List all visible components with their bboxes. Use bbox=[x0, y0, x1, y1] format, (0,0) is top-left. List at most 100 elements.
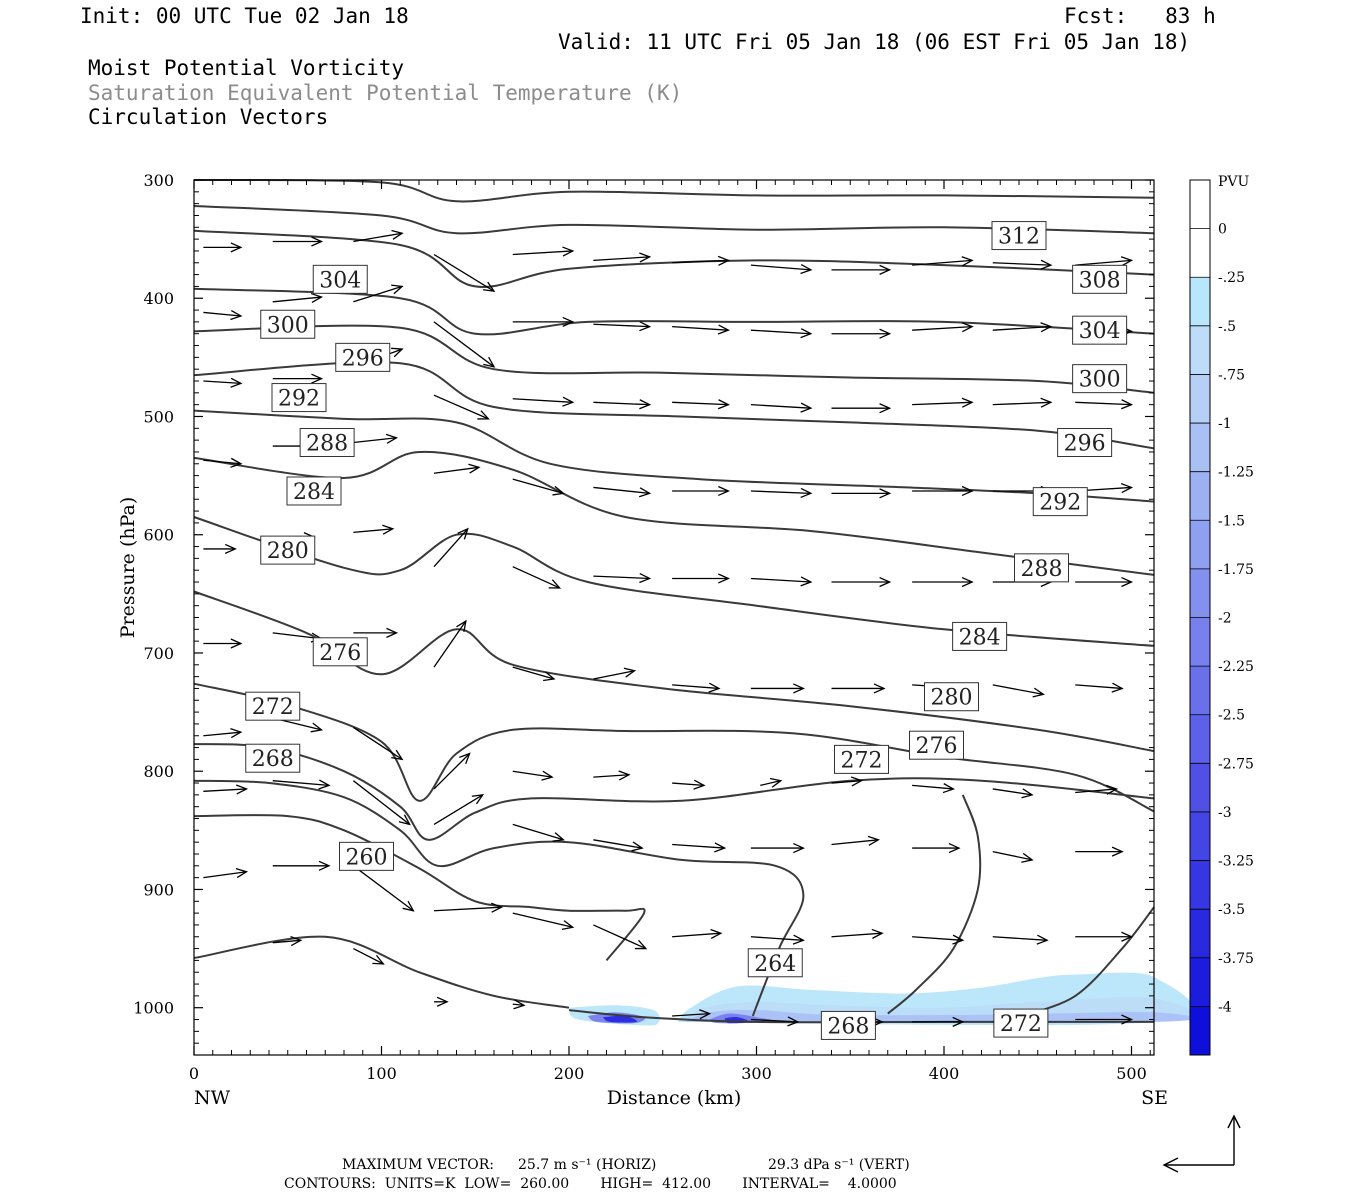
vector-shaft bbox=[593, 924, 647, 950]
vector-arrowhead bbox=[1121, 576, 1134, 588]
circulation-vector bbox=[831, 264, 892, 275]
circulation-vector bbox=[672, 399, 730, 410]
circulation-vector bbox=[272, 292, 324, 304]
vector-arrowhead bbox=[1121, 931, 1134, 942]
vector-arrowhead bbox=[639, 321, 652, 332]
vector-arrowhead bbox=[230, 638, 243, 649]
vector-arrowhead bbox=[879, 403, 892, 414]
vector-arrowhead bbox=[1120, 256, 1134, 267]
vector-arrowhead bbox=[230, 310, 243, 321]
contour-layer bbox=[193, 178, 1155, 1024]
circulation-vector bbox=[433, 902, 504, 913]
vector-arrowhead bbox=[483, 281, 496, 292]
y-tick-label: 900 bbox=[143, 880, 174, 899]
contour-label-box bbox=[260, 309, 316, 339]
vector-shaft bbox=[992, 262, 1051, 266]
contour-label: 280 bbox=[260, 535, 316, 565]
colorbar-band bbox=[1190, 374, 1210, 424]
circulation-vector bbox=[434, 996, 449, 1007]
vector-shaft bbox=[593, 575, 650, 580]
contour-label-box bbox=[1032, 487, 1088, 517]
vector-arrowhead bbox=[436, 996, 449, 1007]
circulation-vector bbox=[1075, 576, 1134, 588]
contour-label: 284 bbox=[952, 621, 1008, 651]
vector-shaft bbox=[672, 843, 725, 849]
contour-label-text: 304 bbox=[319, 268, 361, 293]
contour-label-text: 276 bbox=[916, 734, 958, 759]
circulation-vector bbox=[750, 328, 813, 339]
circulation-vector bbox=[593, 924, 648, 950]
contour-line bbox=[193, 935, 570, 1009]
vector-arrowhead bbox=[548, 579, 562, 589]
vector-shaft bbox=[433, 253, 495, 292]
colorbar-band bbox=[1190, 617, 1210, 667]
circulation-vector bbox=[992, 934, 1049, 945]
vector-arrowhead bbox=[693, 779, 706, 790]
contour-line bbox=[887, 794, 982, 1015]
contour-label-text: 304 bbox=[1079, 319, 1121, 344]
contour-label: 288 bbox=[299, 428, 355, 457]
circulation-vector bbox=[512, 912, 575, 930]
vector-arrowhead bbox=[623, 667, 637, 678]
contour-label-box bbox=[312, 264, 368, 294]
circulation-vector bbox=[750, 576, 813, 587]
pv-region bbox=[602, 1015, 637, 1023]
contour-label-box bbox=[260, 535, 316, 565]
contour-label-box bbox=[820, 1010, 876, 1040]
circulation-vector bbox=[912, 397, 974, 408]
colorbar-title: PVU bbox=[1218, 174, 1250, 190]
colorbar-label: -1.5 bbox=[1218, 513, 1245, 529]
contour-label-text: 292 bbox=[1039, 491, 1081, 516]
contour-label-box bbox=[1072, 364, 1128, 394]
circulation-vector bbox=[912, 934, 965, 945]
vector-shaft bbox=[750, 490, 811, 494]
contour-label-text: 308 bbox=[1079, 268, 1121, 293]
contour-label-text: 292 bbox=[278, 387, 320, 412]
contour-line bbox=[193, 324, 1155, 394]
vector-shaft bbox=[512, 912, 573, 928]
contour-label-text: 288 bbox=[306, 432, 348, 457]
x-tick-label: 100 bbox=[366, 1064, 397, 1083]
vector-arrowhead bbox=[1040, 259, 1053, 270]
vector-shaft bbox=[750, 577, 811, 583]
contour-label: 280 bbox=[924, 682, 979, 712]
y-tick-label: 700 bbox=[143, 644, 174, 663]
max-vector-horiz: 25.7 m s⁻¹ (HORIZ) bbox=[518, 1157, 657, 1173]
vector-arrowhead bbox=[639, 252, 652, 263]
circulation-vector bbox=[760, 777, 783, 788]
vector-arrowhead bbox=[639, 572, 652, 584]
contour-label-text: 296 bbox=[342, 346, 384, 371]
vector-shaft bbox=[593, 256, 650, 262]
vector-shaft bbox=[433, 620, 467, 668]
circulation-vector bbox=[272, 779, 331, 790]
tick-layer: 0 100 200 300 400 500 300 400 500 600 700 800 900 100… bbox=[133, 171, 1154, 1083]
vector-arrowhead bbox=[1040, 322, 1053, 333]
circulation-vector bbox=[672, 324, 730, 335]
vector-arrowhead bbox=[800, 487, 813, 499]
vector-arrowhead bbox=[787, 1016, 800, 1027]
vector-arrowhead bbox=[391, 347, 404, 358]
vector-arrowhead bbox=[318, 779, 331, 790]
circulation-vector bbox=[750, 487, 813, 499]
vector-arrowhead bbox=[708, 682, 721, 693]
x-tick-label: 400 bbox=[929, 1064, 960, 1083]
x-tick-label: 300 bbox=[741, 1064, 772, 1083]
circulation-vector bbox=[512, 999, 526, 1010]
vector-shaft bbox=[272, 780, 330, 787]
vector-arrowhead bbox=[631, 841, 644, 852]
vector-arrowhead bbox=[402, 900, 415, 912]
vector-shaft bbox=[593, 401, 650, 406]
vector-arrowhead bbox=[230, 242, 243, 253]
vector-arrowhead bbox=[224, 543, 237, 554]
contour-label-text: 300 bbox=[267, 313, 309, 338]
circulation-vector bbox=[512, 770, 554, 781]
vector-shaft bbox=[512, 478, 564, 494]
contour-label: 292 bbox=[1032, 487, 1088, 517]
vector-arrowhead bbox=[230, 377, 243, 388]
circulation-vector bbox=[992, 397, 1053, 408]
x-tick-label: 0 bbox=[189, 1064, 199, 1083]
circulation-vector bbox=[272, 936, 303, 947]
vector-shaft bbox=[760, 780, 782, 787]
vector-shaft bbox=[512, 823, 564, 841]
contour-label-box bbox=[952, 621, 1008, 651]
